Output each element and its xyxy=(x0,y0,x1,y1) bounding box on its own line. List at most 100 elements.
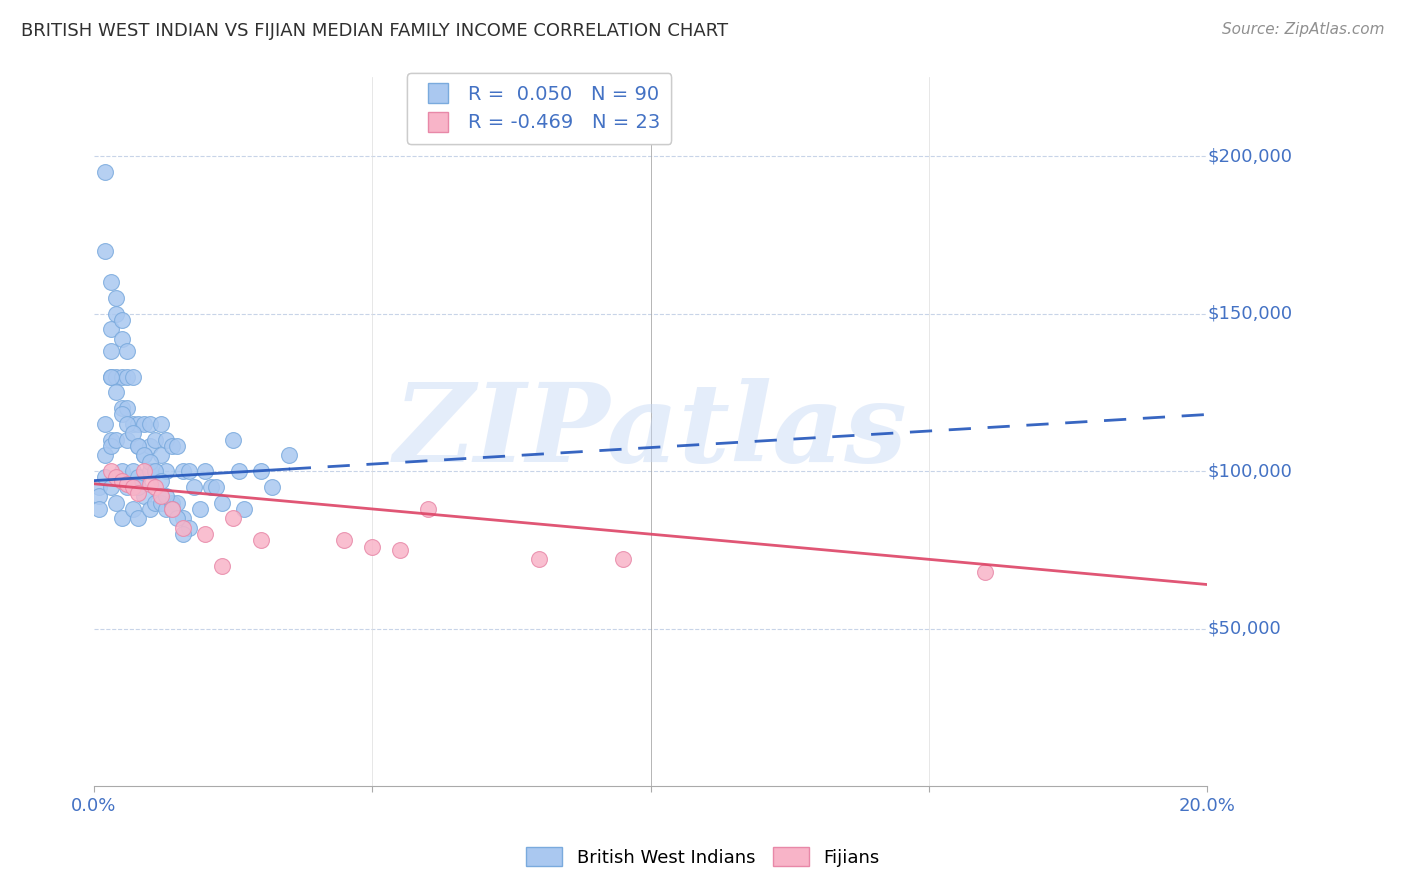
Point xyxy=(250,464,273,478)
Point xyxy=(416,502,439,516)
Text: BRITISH WEST INDIAN VS FIJIAN MEDIAN FAMILY INCOME CORRELATION CHART: BRITISH WEST INDIAN VS FIJIAN MEDIAN FAM… xyxy=(21,22,728,40)
Point xyxy=(222,433,245,447)
Point xyxy=(111,313,134,327)
Point xyxy=(94,244,117,258)
Point xyxy=(111,332,134,346)
Point xyxy=(155,502,177,516)
Point xyxy=(172,527,194,541)
Legend: R =  0.050   N = 90, R = -0.469   N = 23: R = 0.050 N = 90, R = -0.469 N = 23 xyxy=(408,73,672,144)
Point xyxy=(277,449,299,463)
Point xyxy=(143,433,166,447)
Point xyxy=(100,464,122,478)
Point xyxy=(138,464,160,478)
Point xyxy=(94,470,117,484)
Point xyxy=(172,511,194,525)
Point xyxy=(138,417,160,431)
Point xyxy=(105,385,128,400)
Point xyxy=(127,480,149,494)
Point xyxy=(160,439,183,453)
Point xyxy=(100,322,122,336)
Point xyxy=(105,307,128,321)
Point xyxy=(122,426,145,441)
Point xyxy=(105,433,128,447)
Point xyxy=(228,464,250,478)
Text: $200,000: $200,000 xyxy=(1208,147,1292,165)
Point xyxy=(529,552,551,566)
Point xyxy=(222,511,245,525)
Point xyxy=(138,502,160,516)
Point xyxy=(211,496,233,510)
Point xyxy=(361,540,384,554)
Point xyxy=(111,464,134,478)
Point xyxy=(143,480,166,494)
Point xyxy=(132,489,155,503)
Point xyxy=(143,496,166,510)
Point xyxy=(100,275,122,289)
Point xyxy=(127,439,149,453)
Text: Source: ZipAtlas.com: Source: ZipAtlas.com xyxy=(1222,22,1385,37)
Point xyxy=(166,439,188,453)
Point xyxy=(155,489,177,503)
Point xyxy=(160,502,183,516)
Point xyxy=(105,369,128,384)
Point xyxy=(94,449,117,463)
Point xyxy=(111,408,134,422)
Point xyxy=(211,558,233,573)
Point xyxy=(122,417,145,431)
Text: $100,000: $100,000 xyxy=(1208,462,1292,480)
Point xyxy=(333,533,356,548)
Point xyxy=(205,480,228,494)
Point xyxy=(100,480,122,494)
Point xyxy=(166,496,188,510)
Point xyxy=(132,464,155,478)
Point xyxy=(160,502,183,516)
Point xyxy=(89,489,111,503)
Point xyxy=(132,449,155,463)
Point xyxy=(127,439,149,453)
Point xyxy=(612,552,634,566)
Point xyxy=(117,433,139,447)
Point xyxy=(122,464,145,478)
Point xyxy=(111,474,134,488)
Point xyxy=(389,542,412,557)
Point xyxy=(127,417,149,431)
Point xyxy=(105,496,128,510)
Point xyxy=(100,439,122,453)
Point xyxy=(200,480,222,494)
Point xyxy=(149,417,172,431)
Point xyxy=(105,470,128,484)
Point xyxy=(138,455,160,469)
Point xyxy=(122,502,145,516)
Point xyxy=(160,496,183,510)
Point xyxy=(117,417,139,431)
Point xyxy=(89,480,111,494)
Point xyxy=(143,464,166,478)
Text: $150,000: $150,000 xyxy=(1208,305,1292,323)
Point xyxy=(100,369,122,384)
Point xyxy=(117,369,139,384)
Point xyxy=(127,511,149,525)
Point xyxy=(149,489,172,503)
Point xyxy=(149,496,172,510)
Point xyxy=(973,565,995,579)
Point xyxy=(233,502,256,516)
Point xyxy=(188,502,211,516)
Point xyxy=(149,474,172,488)
Text: $50,000: $50,000 xyxy=(1208,620,1281,638)
Point xyxy=(127,486,149,500)
Point xyxy=(183,480,205,494)
Point xyxy=(105,291,128,305)
Point xyxy=(111,401,134,416)
Point xyxy=(172,521,194,535)
Point xyxy=(89,502,111,516)
Point xyxy=(194,527,217,541)
Point xyxy=(100,344,122,359)
Point xyxy=(111,369,134,384)
Point xyxy=(138,439,160,453)
Point xyxy=(117,401,139,416)
Point xyxy=(100,369,122,384)
Point xyxy=(122,480,145,494)
Point xyxy=(117,476,139,491)
Point xyxy=(172,464,194,478)
Point xyxy=(155,464,177,478)
